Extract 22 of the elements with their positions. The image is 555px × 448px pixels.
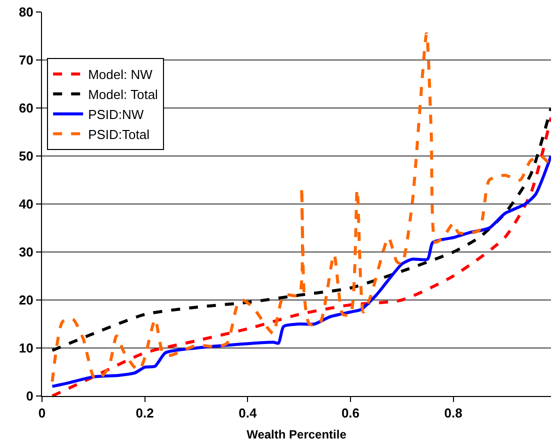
y-tick-label: 20 [18, 292, 34, 308]
y-tick-label: 30 [18, 244, 34, 260]
x-tick-label: 0.8 [444, 406, 462, 421]
y-tick-label: 50 [18, 148, 34, 164]
y-tick-label: 10 [18, 340, 34, 356]
legend-label: Model: Total [88, 87, 158, 102]
x-tick-label: 0.2 [136, 406, 154, 421]
y-tick-label: 0 [26, 388, 34, 404]
x-tick-label: 0.4 [238, 406, 258, 421]
y-tick-label: 40 [18, 196, 34, 212]
legend-label: PSID:NW [88, 106, 144, 122]
legend-label: PSID:Total [88, 126, 150, 142]
x-tick-label: 0 [38, 406, 46, 421]
x-axis-title: Wealth Percentile [246, 428, 347, 442]
line-series [50, 32, 551, 384]
line-series [50, 154, 551, 388]
y-tick-label: 60 [18, 100, 34, 116]
legend-label: Model: NW [88, 67, 154, 82]
line-series [50, 106, 551, 352]
y-tick-label: 80 [18, 4, 34, 20]
x-tick-label: 0.6 [341, 406, 360, 421]
y-tick-label: 70 [18, 52, 34, 68]
